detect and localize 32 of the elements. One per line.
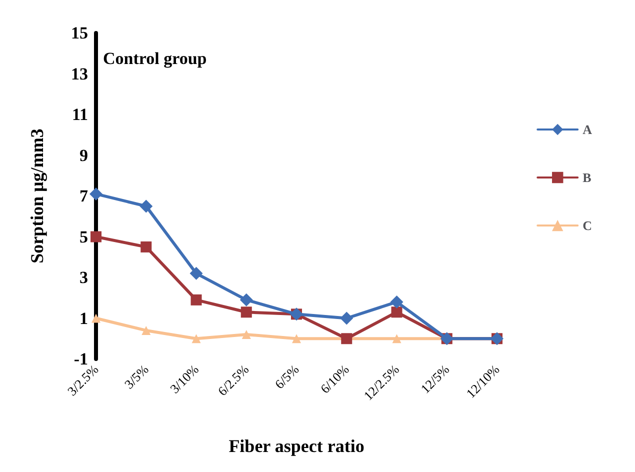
point (292, 334, 301, 344)
y-tick-label: 13 (71, 64, 88, 84)
point (90, 231, 102, 242)
point (140, 200, 153, 213)
point (142, 326, 151, 335)
point (192, 334, 201, 344)
annotation: Control group (103, 49, 207, 68)
point (340, 312, 354, 325)
point (90, 187, 102, 200)
point (240, 306, 252, 318)
point (390, 295, 404, 308)
legend-label: B (582, 170, 592, 185)
point (392, 334, 402, 344)
y-tick-label: 3 (80, 268, 88, 287)
y-tick-label: 7 (80, 186, 88, 206)
legend-label: C (582, 218, 592, 233)
point (190, 294, 202, 306)
point (391, 306, 402, 318)
y-tick-label: 1 (80, 308, 88, 328)
y-axis-title: Sorption μg/mm3 (27, 128, 47, 264)
point (92, 314, 100, 323)
y-tick-label: 5 (80, 227, 88, 246)
point (242, 330, 251, 340)
y-tick-label: -1 (74, 350, 88, 368)
point (140, 241, 152, 252)
x-axis-title: Fiber aspect ratio (228, 436, 364, 456)
y-tick-label: 9 (80, 146, 88, 165)
point (190, 266, 203, 280)
point (240, 293, 253, 306)
legend-label: A (582, 122, 593, 137)
y-tick-label: 15 (71, 24, 88, 42)
y-tick-label: 11 (72, 105, 88, 124)
